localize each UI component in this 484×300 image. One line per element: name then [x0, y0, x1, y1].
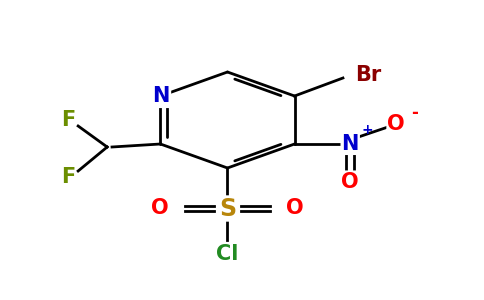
Text: F: F: [61, 167, 76, 187]
Text: +: +: [362, 124, 373, 137]
Text: N: N: [342, 134, 359, 154]
Text: N: N: [151, 86, 169, 106]
Text: S: S: [219, 196, 236, 220]
Text: -: -: [411, 103, 418, 122]
Text: O: O: [341, 172, 359, 191]
Text: Cl: Cl: [216, 244, 239, 263]
Text: O: O: [387, 115, 405, 134]
Text: O: O: [287, 199, 304, 218]
Text: O: O: [151, 199, 168, 218]
Text: Br: Br: [355, 65, 381, 85]
Text: F: F: [61, 110, 76, 130]
